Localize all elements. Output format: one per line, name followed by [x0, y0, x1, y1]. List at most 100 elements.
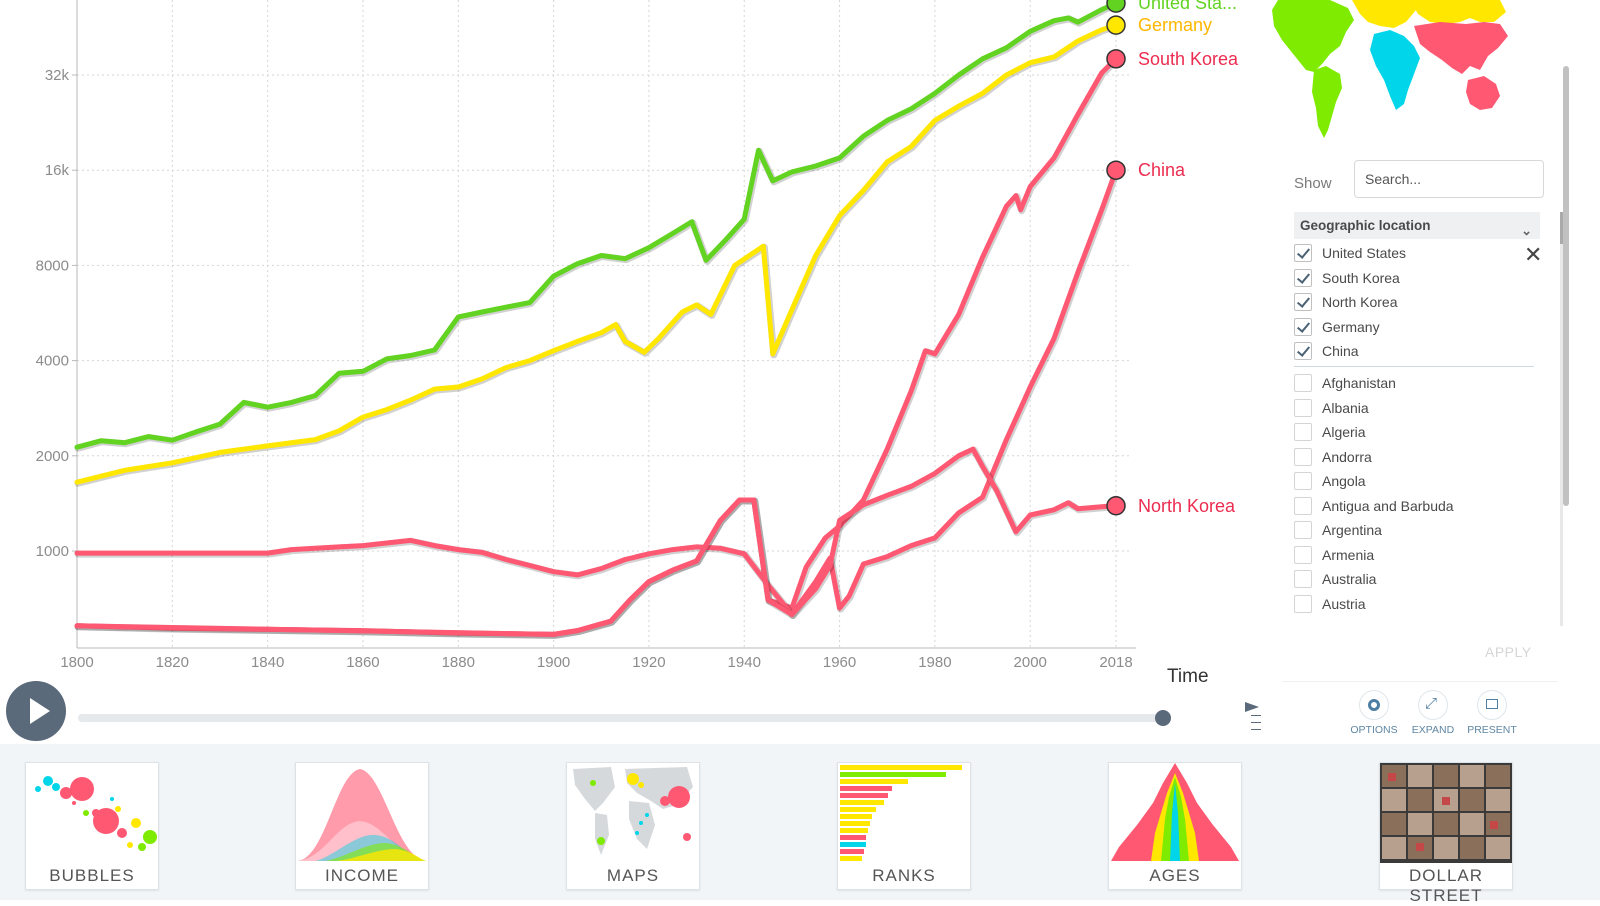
y-tick-label: 2000 [36, 448, 69, 465]
flag-icon [1245, 702, 1259, 712]
country-item[interactable]: China [1294, 340, 1540, 364]
tool-tile-maps[interactable]: MAPS [566, 762, 700, 890]
checkbox[interactable] [1294, 496, 1312, 515]
series-line-shadow [74, 446, 1121, 639]
search-input[interactable] [1354, 160, 1544, 198]
europe-region-east[interactable] [1410, 0, 1506, 24]
checkbox-checked[interactable] [1294, 244, 1312, 262]
checkbox[interactable] [1294, 570, 1312, 588]
tool-tile-ranks[interactable]: RANKS [837, 762, 971, 890]
country-item[interactable]: Argentina [1294, 519, 1540, 543]
toolbar-divider [1282, 681, 1558, 682]
checkbox-checked[interactable] [1294, 268, 1312, 287]
series-end-marker[interactable] [1106, 15, 1126, 35]
checkbox[interactable] [1294, 398, 1312, 417]
time-slider-handle[interactable] [1155, 710, 1171, 726]
y-tick-label: 4000 [36, 353, 69, 370]
country-item[interactable]: South Korea [1294, 267, 1540, 291]
south-america-region[interactable] [1312, 66, 1342, 138]
list-scrollbar[interactable] [1560, 212, 1563, 626]
checkbox[interactable] [1294, 545, 1312, 564]
country-item[interactable]: North Korea [1294, 291, 1540, 315]
country-item[interactable]: Germany [1294, 316, 1540, 340]
asia-region[interactable] [1414, 22, 1508, 74]
country-item[interactable]: Albania [1294, 397, 1540, 421]
series-line[interactable] [74, 0, 1119, 450]
series-line[interactable] [74, 22, 1119, 485]
x-tick-label: 2000 [1014, 654, 1047, 671]
europe-region[interactable] [1352, 0, 1416, 28]
country-item-label: China [1322, 343, 1359, 359]
country-item[interactable]: Andorra [1294, 446, 1540, 470]
list-scrollbar-thumb[interactable] [1560, 212, 1563, 244]
apply-button[interactable]: APPLY [1485, 644, 1532, 660]
country-item[interactable]: Algeria [1294, 421, 1540, 445]
americas-region[interactable] [1272, 0, 1354, 72]
options-button[interactable]: OPTIONS [1344, 690, 1404, 736]
series-end-marker[interactable] [1106, 496, 1126, 516]
present-button[interactable]: PRESENT [1462, 690, 1522, 736]
checkbox-checked[interactable] [1294, 293, 1312, 311]
series-end-marker[interactable] [1106, 160, 1126, 180]
country-item-label: Angola [1322, 473, 1366, 489]
tool-tile-label: BUBBLES [49, 866, 135, 885]
checkbox[interactable] [1294, 447, 1312, 466]
expand-button[interactable]: ⤢ EXPAND [1403, 690, 1463, 736]
africa-region[interactable] [1370, 30, 1420, 110]
x-axis-label[interactable]: Time [1167, 666, 1209, 687]
tool-tile-dollar-street[interactable]: DOLLAR STREET [1379, 762, 1513, 905]
oceania-region[interactable] [1466, 76, 1500, 110]
country-item[interactable]: Armenia [1294, 544, 1540, 568]
country-item[interactable]: Angola [1294, 470, 1540, 494]
chart-axes: 1800 1820 1840 1860 1880 1900 1920 1940 1960 1980… [36, 0, 1136, 671]
play-button[interactable] [6, 681, 66, 741]
line-chart: 1800 1820 1840 1860 1880 1900 1920 1940 1960 1980… [36, 0, 1239, 671]
checkbox-checked[interactable] [1294, 342, 1312, 360]
tool-tile-bubbles[interactable]: BUBBLES [25, 762, 159, 890]
series-label[interactable]: Germany [1138, 15, 1212, 35]
country-item[interactable]: Antigua and Barbuda [1294, 495, 1540, 519]
world-map-legend[interactable] [1270, 0, 1550, 140]
series-label[interactable]: United Sta... [1138, 0, 1237, 13]
x-tick-label: 1960 [823, 654, 856, 671]
checkbox[interactable] [1294, 423, 1312, 441]
country-item-label: Germany [1322, 318, 1380, 335]
speed-icon[interactable] [1243, 700, 1263, 734]
ranks-thumbnail [840, 765, 962, 861]
gear-icon [1368, 699, 1380, 711]
country-item[interactable]: United States [1294, 242, 1540, 266]
country-item-label: Afghanistan [1322, 375, 1396, 391]
time-slider-track[interactable] [78, 714, 1164, 722]
checkbox[interactable] [1294, 472, 1312, 490]
country-list: Geographic location ⌄ United States South… [1294, 212, 1540, 624]
country-item[interactable]: Afghanistan [1294, 372, 1540, 396]
series-line[interactable] [74, 167, 1119, 617]
x-tick-label: 1860 [346, 654, 379, 671]
checkbox[interactable] [1294, 521, 1312, 539]
series-line[interactable] [74, 446, 1119, 637]
x-tick-label: 1840 [251, 654, 284, 671]
country-item[interactable]: Australia [1294, 568, 1540, 592]
series-end-marker[interactable] [1106, 0, 1126, 13]
dollar-street-thumbnail [1380, 763, 1512, 863]
checkbox[interactable] [1294, 374, 1312, 392]
series-end-marker[interactable] [1106, 49, 1126, 69]
tool-tile-income[interactable]: INCOME [295, 762, 429, 890]
series-label[interactable]: South Korea [1138, 49, 1239, 69]
chevron-down-icon[interactable]: ⌄ [1521, 223, 1532, 238]
y-tick-label: 16k [45, 162, 70, 179]
country-item-label: Argentina [1322, 522, 1382, 538]
series-line[interactable] [74, 56, 1119, 637]
country-item-label: Armenia [1322, 546, 1375, 563]
series-label[interactable]: North Korea [1138, 496, 1236, 516]
country-item[interactable]: Austria [1294, 593, 1540, 617]
page-scrollbar-thumb[interactable] [1563, 66, 1569, 506]
checkbox-checked[interactable] [1294, 317, 1312, 336]
country-item-label: Albania [1322, 399, 1369, 416]
checkbox[interactable] [1294, 594, 1312, 613]
series-label[interactable]: China [1138, 160, 1186, 180]
present-label: PRESENT [1467, 724, 1517, 736]
close-icon[interactable]: ✕ [1524, 242, 1543, 267]
group-header[interactable]: Geographic location ⌄ [1294, 212, 1540, 239]
tool-tile-ages[interactable]: AGES [1108, 762, 1242, 890]
